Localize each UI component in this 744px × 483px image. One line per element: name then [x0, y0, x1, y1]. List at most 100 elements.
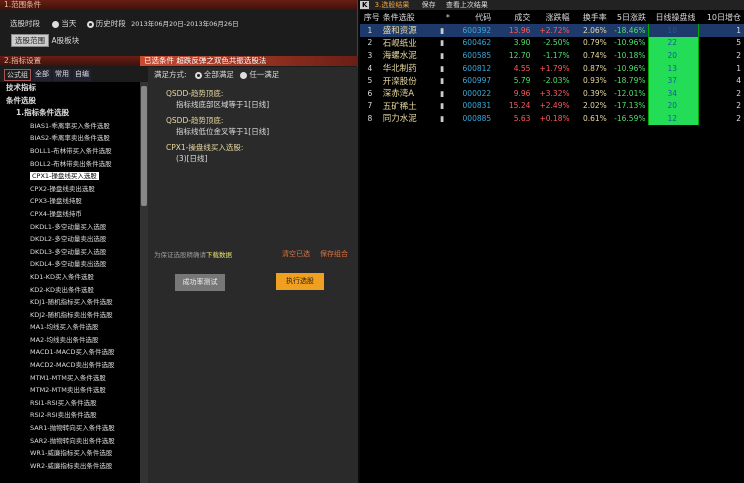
tree-item[interactable]: KDJ1-随机指标买入条件选股	[30, 298, 113, 307]
tree-item[interactable]: KDJ2-随机指标卖出条件选股	[30, 310, 113, 319]
tree-item[interactable]: DKDL4-多空动量卖出选股	[30, 260, 107, 269]
tree-item[interactable]: BOLL1-布林带买入条件选股	[30, 146, 112, 155]
tree-item[interactable]: BOLL2-布林带卖出条件选股	[30, 159, 112, 168]
table-cell: 深赤湾A	[382, 89, 415, 100]
tree-item[interactable]: MTM1-MTM买入条件选股	[30, 373, 106, 382]
table-row[interactable]: 1 盛和资源 ▮ 600392 13.96 +2.72% 2.06% -18.46% 10 1	[360, 24, 744, 37]
tree-scrollbar[interactable]	[140, 82, 148, 483]
tab-custom[interactable]: 自编	[73, 69, 91, 81]
radio-any[interactable]: 任一满足	[240, 70, 279, 79]
table-cell: 石岘纸业	[382, 38, 417, 49]
table-cell: ▮	[440, 50, 445, 60]
tree-item[interactable]: RSI2-RSI卖出条件选股	[30, 411, 97, 420]
radio-all[interactable]: 全部满足	[194, 70, 234, 79]
tree-item[interactable]: DKDL3-多空动量买入选股	[30, 247, 107, 256]
column-header[interactable]: 10日增仓	[706, 13, 741, 22]
execute-button[interactable]: 执行选股	[276, 273, 324, 290]
period-row: 选股时段 当天 历史时段 2013年06月20日-2013年06月26日	[10, 18, 239, 29]
tree-item[interactable]: KD2-KD卖出条件选股	[30, 285, 95, 294]
table-cell: 2	[367, 38, 373, 48]
tree-item[interactable]: CPX3-操盘线持股	[30, 197, 82, 206]
results-panel: K 3.选股结果 保存 查看上次结果 序号 条件选股 * 代码 成交 涨跌幅 换手率 5日涨跌…	[360, 0, 744, 483]
table-row[interactable]: 7 五矿稀土 ▮ 000831 15.24 +2.49% 2.02% -17.13% 20 2	[360, 99, 744, 113]
tree-item[interactable]: WR1-威廉指标买入条件选股	[30, 449, 113, 458]
table-cell: -10.18%	[614, 50, 646, 60]
download-link[interactable]: 下载数据	[206, 251, 232, 259]
table-cell: -10.96%	[614, 38, 646, 48]
tree-root[interactable]: 技术指标	[6, 83, 36, 92]
tree-item[interactable]: DKDL1-多空动量买入选股	[30, 222, 107, 231]
table-row[interactable]: 3 海螺水泥 ▮ 600585 12.70 -1.17% 0.74% -10.18% 20 2	[360, 49, 744, 62]
table-cell: 华北制药	[382, 64, 417, 75]
tree-item[interactable]: MA1-均线买入条件选股	[30, 323, 99, 332]
table-cell: 0.87%	[582, 63, 607, 73]
column-header[interactable]: 日线操盘线	[655, 13, 696, 22]
condition-item[interactable]: QSDD-趋势顶底: 指标线底部区域等于1[日线]	[166, 89, 270, 109]
table-row[interactable]: 6 深赤湾A ▮ 000022 9.96 +3.32% 0.39% -12.01% 34 2	[360, 86, 744, 100]
k-logo-icon: K	[360, 1, 370, 9]
table-cell: 开滦股份	[382, 76, 417, 87]
tree-item[interactable]: MACD1-MACD买入条件选股	[30, 348, 115, 357]
table-cell: 34	[648, 86, 700, 100]
condition-item[interactable]: CPX1-操盘线买入选股: (3)[日线]	[166, 143, 244, 163]
table-row[interactable]: 5 开滦股份 ▮ 600997 5.79 -2.03% 0.93% -18.79% 37 4	[360, 74, 744, 87]
clear-link[interactable]: 清空已选	[282, 250, 310, 258]
column-header[interactable]: 涨跌幅	[545, 13, 570, 22]
tab-common[interactable]: 常用	[53, 69, 71, 81]
tree-sub[interactable]: 1.指标条件选股	[16, 108, 70, 118]
table-cell: 12.70	[508, 50, 531, 60]
table-row[interactable]: 2 石岘纸业 ▮ 600462 3.90 -2.50% 0.79% -10.96% 22 5	[360, 36, 744, 50]
radio-today[interactable]: 当天	[52, 19, 76, 28]
indicator-tree[interactable]: 技术指标 条件选股 1.指标条件选股 BIAS1-乖离率买入条件选股 BIAS2-…	[0, 82, 140, 483]
table-cell: 5.63	[513, 113, 531, 123]
tab-formula-group[interactable]: 公式组	[4, 69, 31, 81]
tree-item[interactable]: RSI1-RSI买入条件选股	[30, 398, 97, 407]
range-button[interactable]: 选股范围	[11, 34, 49, 47]
table-cell: -12.01%	[614, 88, 646, 98]
tree-group[interactable]: 条件选股	[6, 95, 36, 105]
tree-item[interactable]: KD1-KD买入条件选股	[30, 272, 95, 281]
condition-item[interactable]: QSDD-趋势顶底: 指标线低位金叉等于1[日线]	[166, 116, 270, 136]
table-cell: 1	[736, 63, 741, 73]
table-row[interactable]: 4 华北制药 ▮ 600812 4.55 +1.79% 0.87% -10.96% 13 1	[360, 61, 744, 75]
tree-item[interactable]: SAR1-抛物转向买入条件选股	[30, 424, 115, 433]
column-header[interactable]: 条件选股	[382, 13, 415, 22]
period-label: 选股时段	[10, 19, 40, 28]
column-header[interactable]: 5日涨跌	[616, 13, 646, 22]
column-header[interactable]: 序号	[363, 13, 380, 22]
save-results-button[interactable]: 保存	[421, 1, 436, 9]
table-cell: 7	[367, 101, 373, 111]
tab-all[interactable]: 全部	[33, 69, 51, 81]
table-cell: 600462	[462, 38, 492, 48]
column-header[interactable]: *	[445, 13, 450, 22]
indicator-tabs: 公式组 全部 常用 自编	[4, 69, 91, 81]
tree-item[interactable]: CPX2-操盘线卖出选股	[30, 184, 95, 193]
tree-item[interactable]: BIAS2-乖离率卖出条件选股	[30, 134, 110, 143]
tree-item[interactable]: DKDL2-多空动量卖出选股	[30, 235, 107, 244]
mode-label: 满足方式:	[154, 70, 187, 79]
left-panel: 1.范围条件 选股时段 当天 历史时段 2013年06月20日-2013年06月…	[0, 0, 358, 483]
tree-item[interactable]: BIAS1-乖离率买入条件选股	[30, 121, 110, 130]
tree-item[interactable]: CPX1-操盘线买入选股	[30, 172, 99, 181]
success-rate-test-button[interactable]: 成功率测试	[175, 274, 225, 291]
tree-item[interactable]: MA2-均线卖出条件选股	[30, 335, 99, 344]
radio-history[interactable]: 历史时段	[86, 19, 126, 28]
column-header[interactable]: 换手率	[582, 13, 607, 22]
table-cell: ▮	[440, 38, 445, 48]
table-cell: 4	[736, 76, 741, 86]
save-combo-link[interactable]: 保存组合	[320, 250, 348, 258]
column-header[interactable]: 成交	[514, 13, 531, 22]
tree-item[interactable]: MTM2-MTM卖出条件选股	[30, 386, 106, 395]
column-header[interactable]: 代码	[475, 13, 492, 22]
results-title: 3.选股结果	[374, 1, 410, 9]
tree-item[interactable]: CPX4-操盘线持币	[30, 209, 82, 218]
tree-item[interactable]: SAR2-抛物转向卖出条件选股	[30, 436, 115, 445]
view-last-button[interactable]: 查看上次结果	[445, 1, 488, 9]
table-row[interactable]: 8 同力水泥 ▮ 000885 5.63 +0.18% 0.61% -16.59% 12 2	[360, 112, 744, 125]
indicator-header: 2.指标设置	[0, 56, 140, 66]
table-cell: +1.79%	[539, 63, 570, 73]
table-cell: 600392	[452, 24, 495, 37]
tree-item[interactable]: WR2-威廉指标卖出条件选股	[30, 461, 113, 470]
table-cell: 3.90	[513, 38, 531, 48]
tree-item[interactable]: MACD2-MACD卖出条件选股	[30, 361, 115, 370]
